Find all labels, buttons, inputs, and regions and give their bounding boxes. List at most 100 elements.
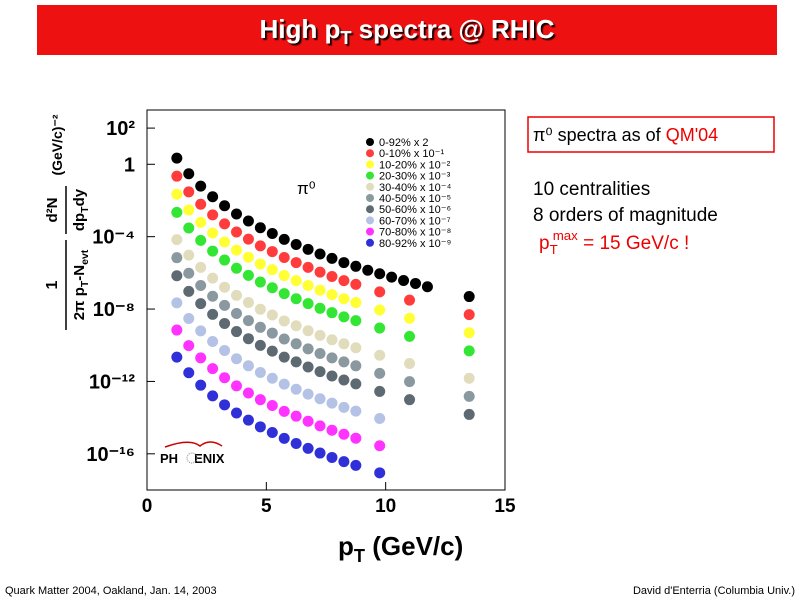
y-label-part: 1 [44,280,61,289]
data-point [350,360,362,372]
data-point [302,325,314,337]
data-point [254,421,266,433]
data-point [404,357,416,369]
y-label-part: d²N [44,198,61,223]
data-point [302,442,314,454]
data-point [314,266,326,278]
data-point [350,297,362,309]
data-point [231,326,242,338]
data-point [171,297,183,309]
data-point [338,374,350,386]
data-point [290,438,302,450]
note-box-text: π⁰ spectra as of QM'04 [533,125,718,145]
data-point [404,294,416,306]
x-tick-label: 15 [494,496,516,517]
data-point [207,390,219,402]
data-point [314,248,326,260]
data-point [290,410,302,422]
data-point [254,321,266,333]
data-point [266,345,278,357]
data-point [195,298,207,310]
data-point [290,257,302,269]
data-point [207,336,219,348]
data-point [231,353,242,365]
y-tick-label: 10⁻¹² [89,371,135,393]
data-point [207,363,219,375]
data-point [171,252,183,264]
data-point [219,317,231,329]
data-point [242,414,254,426]
data-point [404,330,416,342]
data-point [326,424,338,436]
data-point [326,352,338,364]
annotation: π⁰ [297,179,316,198]
data-point [338,428,350,440]
data-point [183,285,195,297]
data-point [314,366,326,378]
logo: PH ENIX [160,441,225,466]
data-point [231,380,242,392]
data-point [374,304,386,316]
plot-frame [146,109,506,491]
data-point [302,243,314,255]
logo-icon [186,452,198,464]
data-point [219,399,231,411]
data-point [254,339,266,351]
data-point [278,405,290,417]
data-point [404,376,416,388]
data-point [278,270,290,282]
data-point [290,238,302,250]
data-point [410,277,421,289]
data-point [326,397,338,409]
data-point [254,222,266,234]
data-point [219,254,231,266]
data-point [302,343,314,355]
x-tick-label: 10 [375,496,396,517]
data-point [171,152,183,164]
data-point [374,467,386,479]
data-point [314,302,326,314]
data-point [242,297,254,309]
data-point [338,293,350,305]
data-point [242,269,254,281]
note-line: 10 centralities [533,179,650,200]
data-point [302,388,314,400]
data-point [231,289,242,301]
data-point [231,262,242,274]
data-point [350,378,362,390]
data-point [254,303,266,315]
data-point [195,379,207,391]
legend-marker [366,238,374,247]
x-axis-label: pT (GeV/c) [338,531,463,566]
data-point [326,307,338,319]
legend-marker [366,194,374,202]
data-point [463,390,475,402]
data-point [278,333,290,345]
data-point [171,206,183,218]
data-point [302,280,314,292]
data-point [183,313,195,325]
data-point [242,251,254,263]
y-tick-label: 1 [124,154,135,176]
data-point [326,289,338,301]
data-point [350,459,362,471]
data-point [374,268,386,280]
data-point [302,261,314,273]
data-point [374,440,386,452]
data-point [195,325,207,337]
data-point [183,168,195,180]
note-line: pTmax = 15 GeV/c ! [539,228,689,257]
data-point [231,307,242,319]
data-point [242,233,254,245]
legend-label: 80-92% x 10⁻⁹ [379,238,451,250]
data-point [463,372,475,384]
data-point [195,216,207,228]
data-point [350,432,362,444]
data-point [290,383,302,395]
data-point [290,356,302,368]
data-point [314,347,326,359]
legend-label: 70-80% x 10⁻⁸ [379,227,451,239]
data-point [338,257,350,269]
legend-label: 0-10% x 10⁻¹ [379,148,444,160]
data-point [242,215,254,227]
